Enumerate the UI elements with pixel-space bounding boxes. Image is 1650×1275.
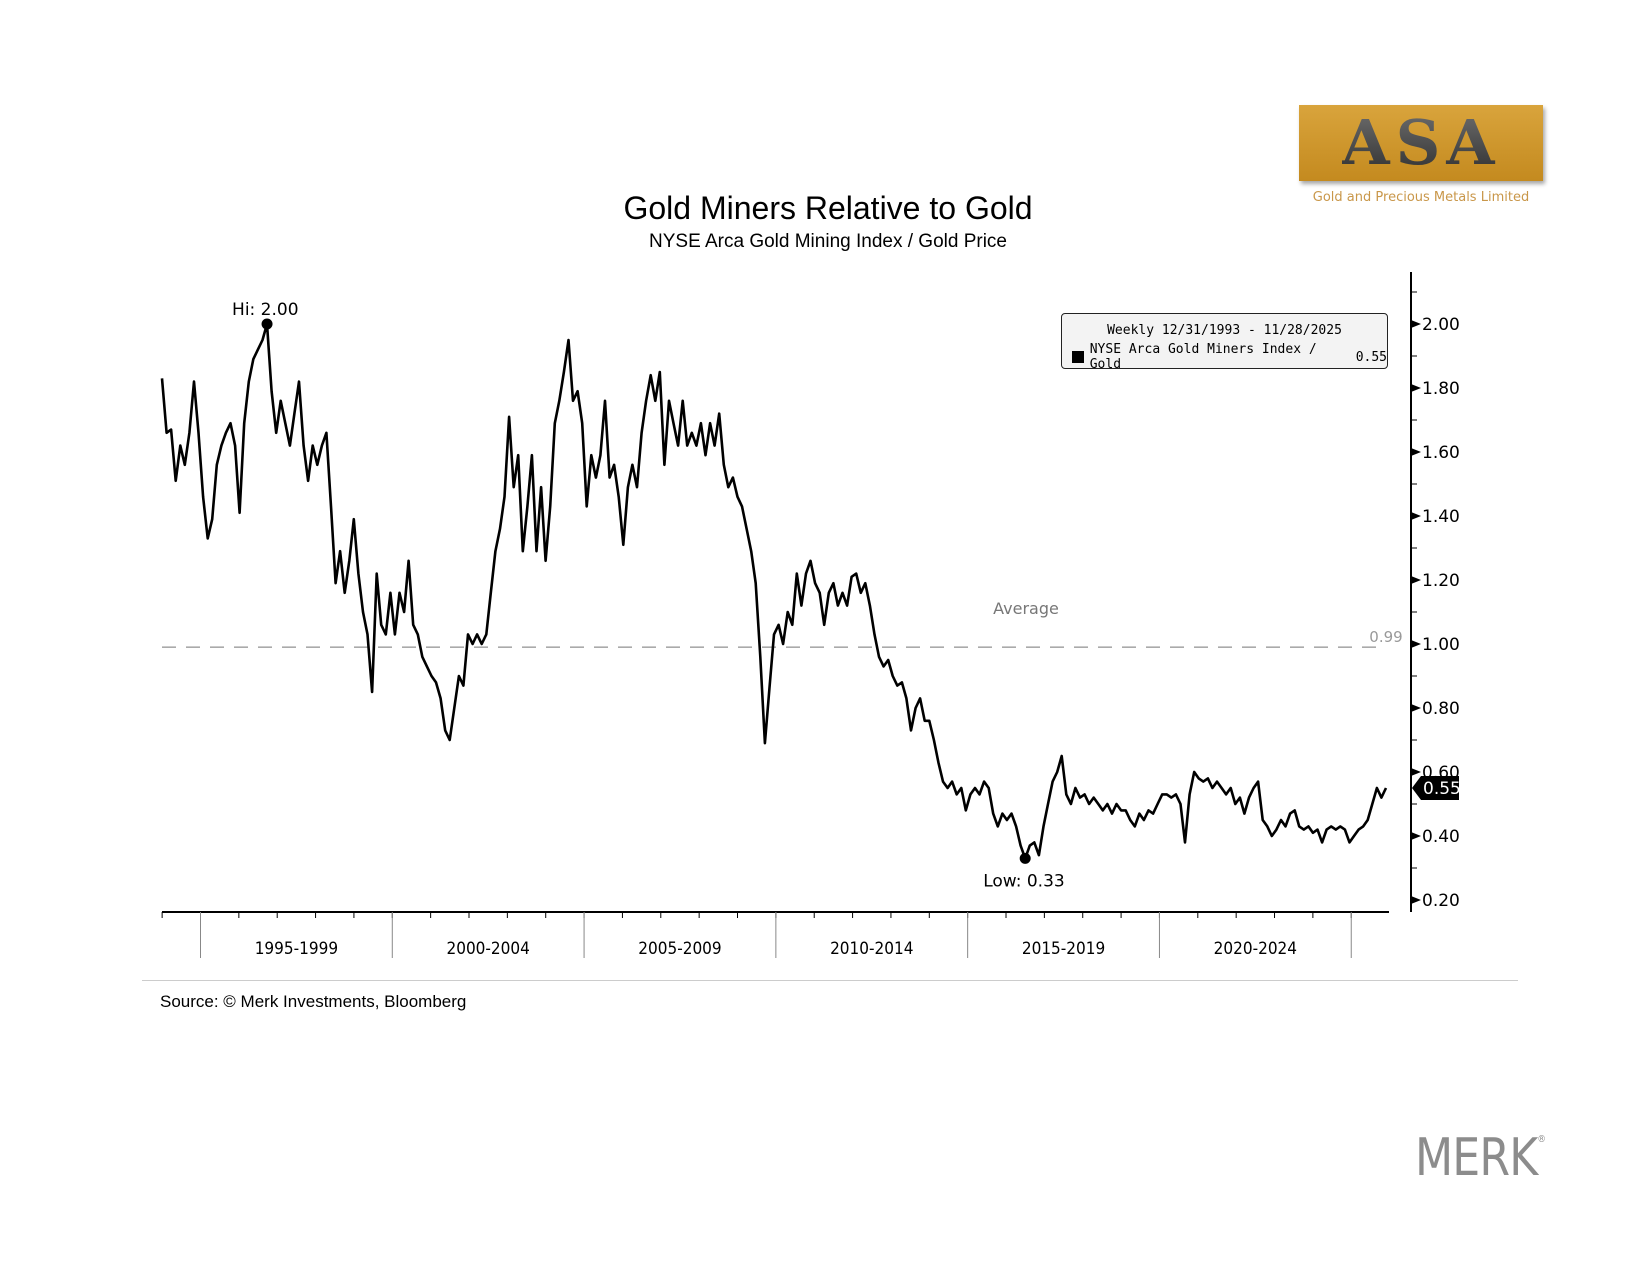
- chart-title: Gold Miners Relative to Gold: [623, 190, 1033, 226]
- y-tick-label: 1.20: [1422, 571, 1460, 591]
- y-tick-arrow-icon: [1411, 384, 1421, 392]
- x-tick-label: 2015-2019: [1022, 939, 1105, 959]
- series-line: [160, 322, 1388, 860]
- y-tick-arrow-icon: [1411, 512, 1421, 520]
- average-label: Average: [993, 599, 1059, 618]
- high-annotation: Hi: 2.00: [232, 300, 299, 320]
- last-value-label: 0.55: [1423, 779, 1461, 799]
- x-tick-label: 1995-1999: [255, 939, 338, 959]
- y-tick-label: 0.80: [1422, 699, 1460, 719]
- y-tick-label: 2.00: [1422, 315, 1460, 335]
- average-value-label: 0.99: [1369, 628, 1402, 646]
- y-tick-label: 1.40: [1422, 507, 1460, 527]
- y-tick-arrow-icon: [1411, 320, 1421, 328]
- legend-swatch-icon: [1072, 351, 1084, 363]
- y-tick-arrow-icon: [1411, 640, 1421, 648]
- y-tick-arrow-icon: [1411, 768, 1421, 776]
- x-tick-label: 2010-2014: [830, 939, 913, 959]
- footer-divider: [142, 980, 1518, 981]
- legend-series-label: NYSE Arca Gold Miners Index / Gold: [1089, 342, 1317, 372]
- chart-subtitle: NYSE Arca Gold Mining Index / Gold Price: [649, 231, 1007, 252]
- legend-last-value: 0.55: [1355, 349, 1387, 365]
- asa-logo-tagline: Gold and Precious Metals Limited: [1312, 190, 1530, 205]
- low-annotation: Low: 0.33: [983, 871, 1065, 891]
- y-tick-arrow-icon: [1411, 448, 1421, 456]
- y-tick-arrow-icon: [1411, 896, 1421, 904]
- y-tick-arrow-icon: [1411, 576, 1421, 584]
- asa-logo: ASA: [1299, 105, 1543, 181]
- chart-legend: Weekly 12/31/1993 - 11/28/2025 NYSE Arca…: [1061, 313, 1388, 372]
- last-value-tag: [1412, 776, 1459, 800]
- y-tick-label: 0.40: [1422, 827, 1460, 847]
- y-tick-label: 1.80: [1422, 379, 1460, 399]
- asa-logo-text: ASA: [1341, 106, 1501, 179]
- x-tick-label: 2020-2024: [1214, 939, 1297, 959]
- y-tick-arrow-icon: [1411, 832, 1421, 840]
- registered-mark: ®: [1537, 1134, 1546, 1145]
- high-marker: [261, 318, 273, 330]
- x-tick-label: 2000-2004: [446, 939, 529, 959]
- legend-date-range: Weekly 12/31/1993 - 11/28/2025: [1107, 323, 1342, 338]
- merk-logo: MERK®: [1415, 1128, 1546, 1188]
- low-marker: [1019, 852, 1031, 864]
- x-tick-label: 2005-2009: [638, 939, 721, 959]
- merk-logo-text: MERK: [1415, 1128, 1538, 1188]
- source-note: Source: © Merk Investments, Bloomberg: [160, 992, 467, 1011]
- legend-series-entry: NYSE Arca Gold Miners Index / Gold 0.55: [1072, 342, 1387, 372]
- y-tick-label: 1.60: [1422, 443, 1460, 463]
- y-tick-arrow-icon: [1411, 704, 1421, 712]
- y-tick-label: 0.20: [1422, 891, 1460, 911]
- y-tick-label: 1.00: [1422, 635, 1460, 655]
